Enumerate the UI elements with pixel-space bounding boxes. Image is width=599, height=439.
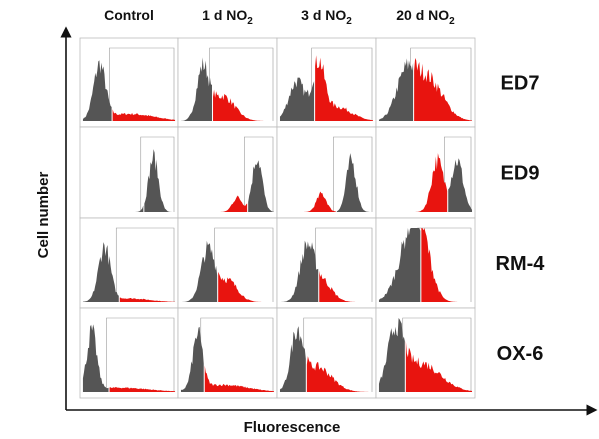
histogram-area: [319, 270, 374, 302]
histogram-area: [218, 271, 275, 302]
histogram-area: [82, 242, 119, 302]
row-label: ED9: [501, 163, 540, 185]
histogram-area: [405, 340, 473, 392]
gate-marker: [106, 317, 175, 392]
x-axis-label: Fluorescence: [244, 419, 341, 436]
histogram-area: [180, 195, 248, 212]
histogram-area: [213, 89, 275, 121]
column-header: 3 d NO2: [301, 7, 352, 27]
histogram-area: [378, 318, 405, 392]
histogram-grid: [79, 37, 476, 399]
histogram-area: [180, 240, 218, 302]
histogram-area: [336, 153, 374, 212]
row-label: OX-6: [497, 343, 544, 365]
header-text: 20 d NO: [396, 7, 449, 23]
histogram-area: [315, 55, 374, 121]
histogram-area: [112, 109, 176, 121]
gate-marker: [140, 136, 175, 212]
histogram-area: [144, 149, 176, 212]
header-subscript: 2: [247, 16, 253, 27]
histogram-area: [248, 160, 275, 212]
histogram-area: [180, 326, 204, 392]
gate-marker: [244, 136, 274, 212]
gate-marker: [214, 227, 274, 302]
histogram-area: [279, 326, 306, 392]
histogram-area: [119, 297, 176, 302]
histogram-area: [279, 191, 336, 212]
histogram-area: [279, 240, 319, 302]
row-labels: ED7 ED9 RM-4 OX-6: [496, 73, 546, 366]
histogram-area: [414, 58, 473, 121]
gate-marker: [444, 136, 472, 212]
column-headers: Control 1 d NO2 3 d NO2 20 d NO2: [104, 7, 455, 27]
histogram-area: [204, 365, 275, 392]
histogram-area: [82, 60, 112, 121]
histogram-area: [109, 386, 176, 392]
histogram-area: [378, 228, 421, 302]
gate-marker: [109, 47, 175, 121]
gate-marker: [333, 136, 373, 212]
header-text: 1 d NO: [202, 7, 247, 23]
column-header: Control: [104, 7, 154, 23]
header-subscript: 2: [346, 16, 352, 27]
histogram-area: [279, 77, 315, 121]
histogram-area: [378, 58, 414, 121]
histogram-area: [180, 57, 212, 121]
header-text: 3 d NO: [301, 7, 346, 23]
header-subscript: 2: [449, 16, 455, 27]
histogram-area: [421, 228, 473, 302]
histogram-area: [378, 153, 448, 212]
row-label: RM-4: [496, 253, 546, 275]
y-axis-label: Cell number: [35, 171, 52, 258]
gate-marker: [311, 47, 373, 121]
column-header: 20 d NO2: [396, 7, 455, 27]
histogram-area: [82, 324, 109, 392]
histogram-area: [306, 356, 374, 392]
column-header: 1 d NO2: [202, 7, 253, 27]
histogram-area: [448, 158, 473, 212]
row-label: ED7: [501, 73, 540, 95]
gate-marker: [115, 227, 175, 302]
header-text: Control: [104, 7, 154, 23]
